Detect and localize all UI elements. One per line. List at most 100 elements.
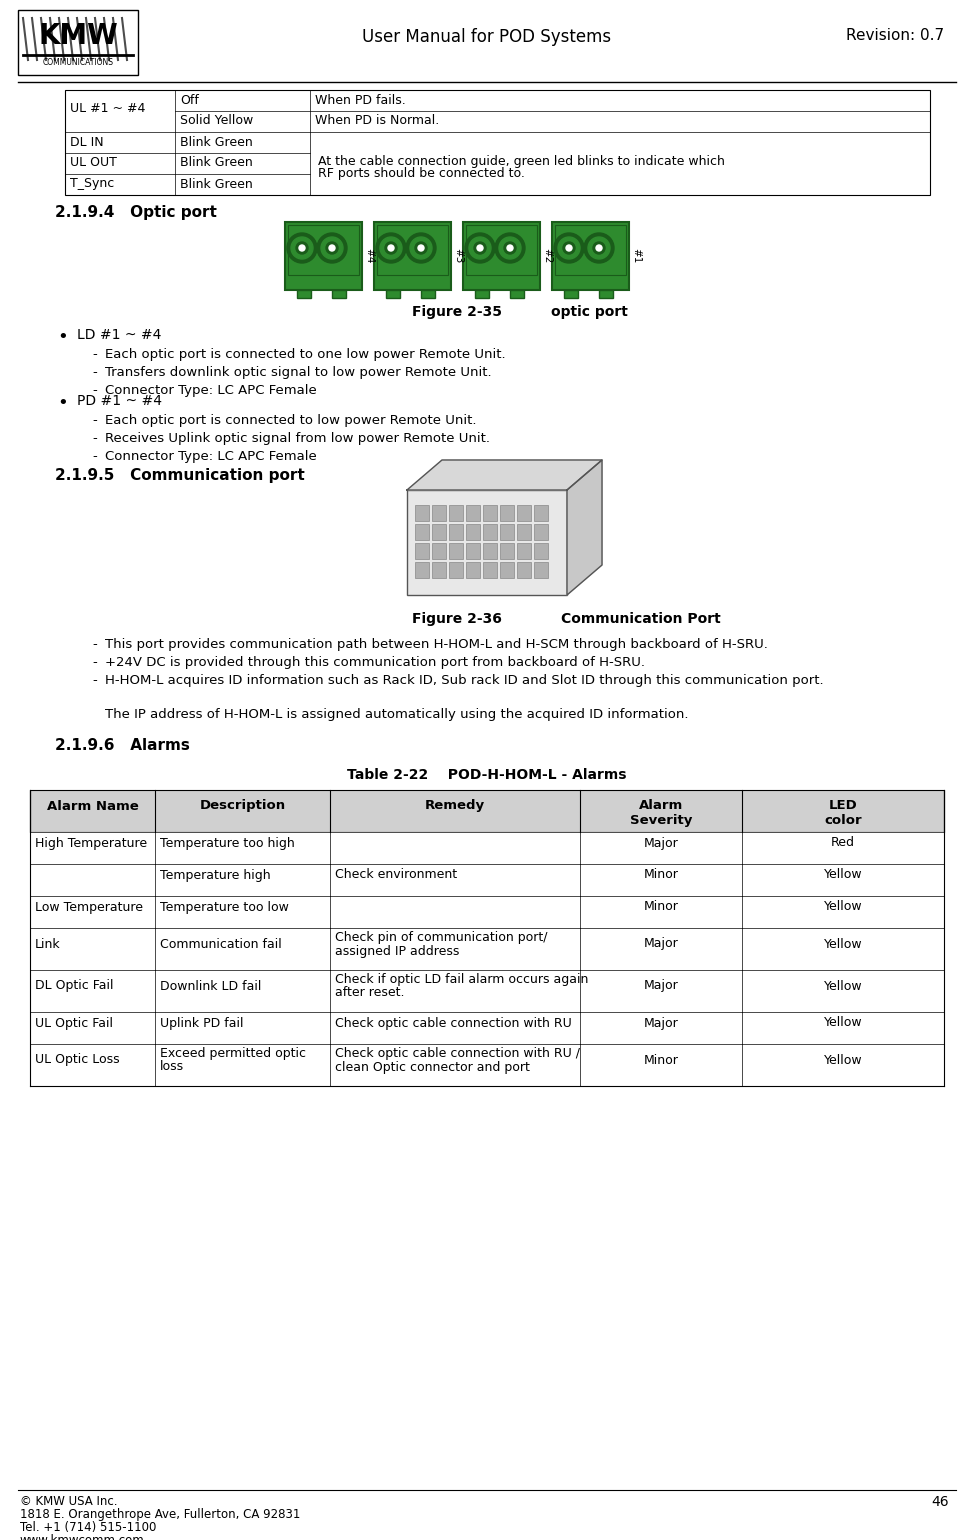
Text: Blink Green: Blink Green [180, 177, 252, 191]
Circle shape [410, 237, 432, 259]
Text: DL Optic Fail: DL Optic Fail [35, 979, 114, 992]
Text: Check environment: Check environment [335, 869, 457, 881]
Text: H-HOM-L acquires ID information such as Rack ID, Sub rack ID and Slot ID through: H-HOM-L acquires ID information such as … [105, 675, 824, 687]
Bar [466, 544, 480, 559]
Text: Connector Type: LC APC Female: Connector Type: LC APC Female [105, 383, 317, 397]
Text: 2.1.9.6   Alarms: 2.1.9.6 Alarms [55, 738, 190, 753]
Text: Off: Off [180, 94, 199, 106]
Text: © KMW USA Inc.: © KMW USA Inc. [20, 1495, 118, 1508]
Text: -: - [92, 433, 96, 445]
Circle shape [321, 237, 343, 259]
Text: Yellow: Yellow [824, 869, 862, 881]
Bar [297, 290, 311, 299]
Circle shape [588, 237, 610, 259]
Text: clean Optic connector and port: clean Optic connector and port [335, 1061, 530, 1073]
Text: UL Optic Fail: UL Optic Fail [35, 1016, 113, 1030]
Text: This port provides communication path between H-HOM-L and H-SCM through backboar: This port provides communication path be… [105, 638, 768, 651]
Circle shape [477, 245, 483, 251]
Text: High Temperature: High Temperature [35, 836, 147, 850]
Text: Major: Major [644, 836, 678, 850]
Bar [449, 562, 463, 578]
Bar [285, 222, 362, 290]
Bar [332, 290, 346, 299]
Circle shape [469, 237, 491, 259]
Text: Remedy: Remedy [425, 799, 485, 813]
Bar [449, 544, 463, 559]
Text: Blink Green: Blink Green [180, 157, 252, 169]
Bar [564, 290, 578, 299]
Text: Check optic cable connection with RU: Check optic cable connection with RU [335, 1016, 572, 1030]
Text: Temperature too low: Temperature too low [160, 901, 289, 913]
Text: Connector Type: LC APC Female: Connector Type: LC APC Female [105, 450, 317, 464]
Bar [415, 505, 429, 521]
Circle shape [504, 242, 516, 254]
Bar [30, 970, 944, 1012]
Bar [500, 524, 514, 541]
Bar [30, 896, 944, 929]
Text: When PD fails.: When PD fails. [315, 94, 406, 106]
Text: Alarm Name: Alarm Name [47, 799, 138, 813]
Text: The IP address of H-HOM-L is assigned automatically using the acquired ID inform: The IP address of H-HOM-L is assigned au… [105, 708, 689, 721]
Text: Major: Major [644, 979, 678, 992]
Text: -: - [92, 367, 96, 379]
Bar [517, 524, 531, 541]
Text: Minor: Minor [644, 869, 679, 881]
Bar [517, 562, 531, 578]
Text: -: - [92, 450, 96, 464]
Bar [432, 544, 446, 559]
Bar [510, 290, 524, 299]
Circle shape [299, 245, 305, 251]
Text: Communication fail: Communication fail [160, 938, 281, 950]
Bar [374, 222, 451, 290]
Bar [517, 505, 531, 521]
Text: #1: #1 [631, 248, 641, 263]
Circle shape [499, 237, 521, 259]
Text: Figure 2-35: Figure 2-35 [412, 305, 502, 319]
Bar [30, 790, 944, 832]
Text: loss: loss [160, 1061, 184, 1073]
Text: KMW: KMW [38, 22, 118, 49]
Circle shape [388, 245, 394, 251]
Circle shape [596, 245, 602, 251]
Circle shape [474, 242, 486, 254]
Text: -: - [92, 414, 96, 427]
Circle shape [296, 242, 308, 254]
Bar [18, 9, 138, 75]
Text: Tel. +1 (714) 515-1100: Tel. +1 (714) 515-1100 [20, 1522, 157, 1534]
Text: Yellow: Yellow [824, 901, 862, 913]
Polygon shape [567, 460, 602, 594]
Text: Figure 2-36: Figure 2-36 [412, 611, 502, 625]
Text: UL Optic Loss: UL Optic Loss [35, 1053, 120, 1067]
Circle shape [584, 233, 614, 263]
Text: Minor: Minor [644, 1053, 679, 1067]
Text: Revision: 0.7: Revision: 0.7 [845, 28, 944, 43]
Text: -: - [92, 638, 96, 651]
Text: Link: Link [35, 938, 60, 950]
Text: PD #1 ~ #4: PD #1 ~ #4 [77, 394, 162, 408]
Bar [599, 290, 613, 299]
Circle shape [385, 242, 397, 254]
Text: UL #1 ~ #4: UL #1 ~ #4 [70, 102, 145, 114]
Circle shape [418, 245, 424, 251]
Circle shape [406, 233, 436, 263]
Circle shape [507, 245, 513, 251]
Text: color: color [824, 815, 862, 827]
Text: 46: 46 [931, 1495, 949, 1509]
Text: assigned IP address: assigned IP address [335, 944, 460, 958]
Text: 1818 E. Orangethrope Ave, Fullerton, CA 92831: 1818 E. Orangethrope Ave, Fullerton, CA … [20, 1508, 300, 1522]
Bar [386, 290, 400, 299]
Text: Uplink PD fail: Uplink PD fail [160, 1016, 244, 1030]
Text: Yellow: Yellow [824, 1053, 862, 1067]
Circle shape [317, 233, 347, 263]
Text: Minor: Minor [644, 901, 679, 913]
Text: When PD is Normal.: When PD is Normal. [315, 114, 439, 128]
Bar [30, 864, 944, 896]
Text: -: - [92, 348, 96, 360]
Text: Check optic cable connection with RU /: Check optic cable connection with RU / [335, 1047, 580, 1060]
Bar [65, 89, 930, 196]
Bar [500, 505, 514, 521]
Polygon shape [407, 460, 602, 490]
Bar [500, 544, 514, 559]
Bar [432, 505, 446, 521]
Text: Red: Red [831, 836, 855, 850]
